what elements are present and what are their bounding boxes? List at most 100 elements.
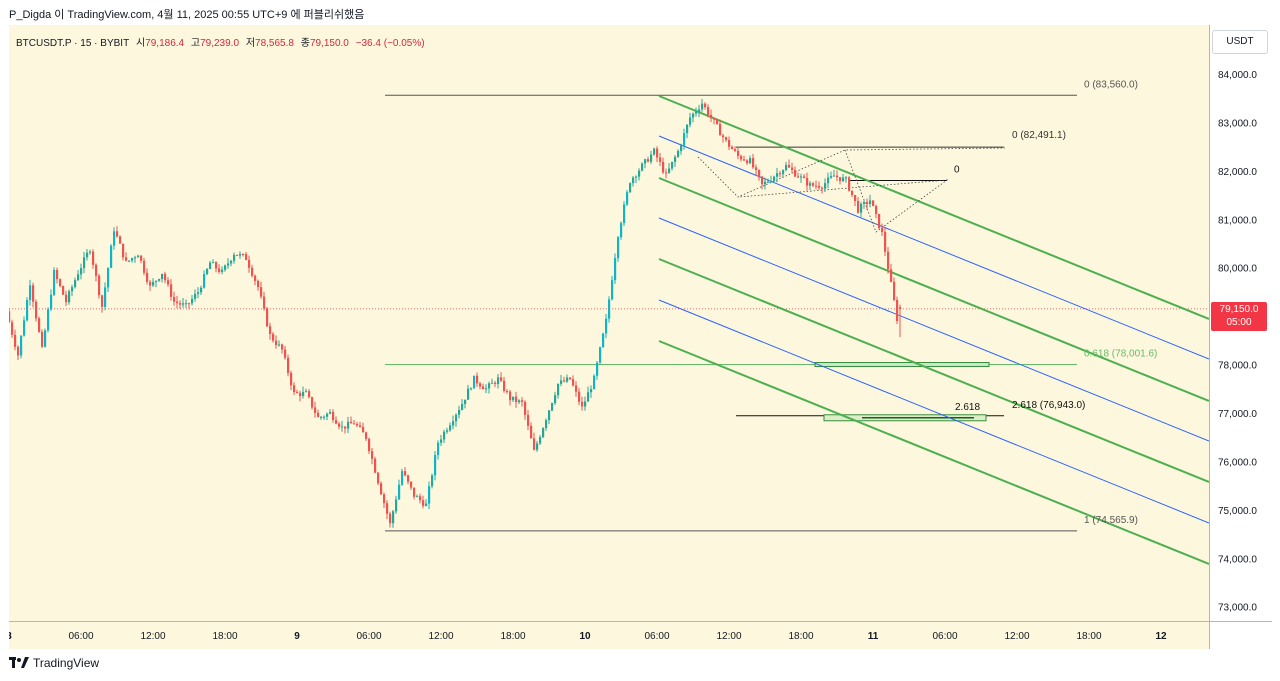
candle-body bbox=[377, 472, 380, 484]
candle-body bbox=[404, 471, 407, 476]
candle-body bbox=[176, 301, 179, 304]
currency-button[interactable]: USDT bbox=[1212, 30, 1268, 54]
candle-body bbox=[23, 320, 26, 336]
channel-line-green[interactable] bbox=[658, 340, 1209, 565]
candle-body bbox=[587, 392, 590, 402]
candle-body bbox=[89, 251, 92, 253]
candle-body bbox=[857, 201, 860, 213]
price-tick: 81,000.0 bbox=[1218, 215, 1257, 226]
price-tick: 77,000.0 bbox=[1218, 409, 1257, 420]
candle-body bbox=[809, 183, 812, 186]
publish-caption: P_Digda 이 TradingView.com, 4월 11, 2025 0… bbox=[9, 9, 365, 21]
candle-body bbox=[890, 269, 893, 282]
candle-body bbox=[206, 268, 209, 275]
time-tick: 18:00 bbox=[500, 631, 525, 642]
candle-body bbox=[158, 279, 161, 281]
candle-body bbox=[872, 200, 875, 207]
candle-body bbox=[542, 428, 545, 438]
candle-body bbox=[374, 458, 377, 473]
candle-body bbox=[131, 258, 134, 261]
candle-body bbox=[812, 183, 815, 186]
candle-body bbox=[323, 416, 326, 418]
open-label: 시 bbox=[135, 38, 146, 49]
candle-body bbox=[464, 399, 467, 405]
fib-label-0c: 0 bbox=[954, 165, 960, 176]
channel-line-green[interactable] bbox=[658, 177, 1209, 402]
candle-body bbox=[881, 228, 884, 232]
candle-body bbox=[719, 124, 722, 136]
candle-body bbox=[425, 503, 428, 506]
channel-line-green[interactable] bbox=[658, 95, 1209, 320]
candle-body bbox=[770, 180, 773, 182]
fib-label-2618: 2.618 (76,943.0) bbox=[1012, 400, 1085, 411]
candle-body bbox=[20, 335, 23, 356]
low-label: 저 bbox=[245, 38, 256, 49]
candle-body bbox=[32, 285, 35, 302]
candle-body bbox=[638, 170, 641, 177]
pattern-dotted-line[interactable] bbox=[697, 147, 1006, 198]
candle-body bbox=[761, 176, 764, 185]
candle-body bbox=[245, 254, 248, 260]
candle-body bbox=[578, 391, 581, 402]
candle-body bbox=[818, 185, 821, 188]
candle-body bbox=[575, 385, 578, 392]
channel-line-blue[interactable] bbox=[658, 135, 1209, 360]
close-label: 종 bbox=[300, 38, 310, 49]
candle-body bbox=[35, 301, 38, 319]
channel-line-blue[interactable] bbox=[658, 217, 1209, 442]
candle-body bbox=[161, 273, 164, 280]
candle-body bbox=[767, 181, 770, 183]
candle-body bbox=[608, 299, 611, 319]
chart-canvas[interactable]: 0 (83,560.0) 0 (82,491.1) 0 0.618 (78,001.6… bbox=[9, 25, 1209, 621]
candle-body bbox=[602, 333, 605, 348]
candle-body bbox=[155, 280, 158, 282]
candle-body bbox=[845, 177, 848, 179]
candle-body bbox=[95, 264, 98, 276]
candle-body bbox=[137, 255, 140, 258]
candle-body bbox=[839, 177, 842, 182]
candle-body bbox=[878, 213, 881, 229]
candle-body bbox=[17, 346, 20, 356]
candle-body bbox=[494, 382, 497, 385]
candle-body bbox=[338, 423, 341, 427]
candle-body bbox=[650, 154, 653, 162]
candle-body bbox=[596, 362, 599, 376]
time-tick: 06:00 bbox=[644, 631, 669, 642]
candle-body bbox=[698, 109, 701, 112]
channel-line-green[interactable] bbox=[658, 258, 1209, 483]
candle-body bbox=[296, 391, 299, 393]
candle-body bbox=[47, 309, 50, 331]
fib-label-0618: 0.618 (78,001.6) bbox=[1084, 349, 1157, 360]
candle-body bbox=[548, 410, 551, 421]
candle-body bbox=[827, 177, 830, 184]
candle-body bbox=[122, 243, 125, 258]
candle-body bbox=[86, 252, 89, 258]
candle-body bbox=[152, 281, 155, 286]
candle-body bbox=[230, 260, 233, 264]
candle-body bbox=[521, 400, 524, 402]
target-box[interactable] bbox=[814, 362, 990, 368]
candle-body bbox=[110, 245, 113, 268]
candle-body bbox=[419, 496, 422, 501]
pattern-dotted-line[interactable] bbox=[738, 149, 949, 233]
candle-body bbox=[476, 375, 479, 384]
candle-body bbox=[500, 377, 503, 381]
candle-body bbox=[335, 420, 338, 424]
candle-body bbox=[428, 486, 431, 504]
time-scale-canvas[interactable]: 3 06:00 12:00 18:00 9 06:00 12:00 18:00 10 06:00 1… bbox=[6, 622, 1209, 649]
candle-body bbox=[41, 331, 44, 347]
candle-body bbox=[692, 113, 695, 118]
candle-body bbox=[44, 330, 47, 347]
candle-body bbox=[311, 397, 314, 408]
candle-body bbox=[488, 383, 491, 389]
candle-body bbox=[38, 318, 41, 332]
candle-body bbox=[887, 251, 890, 270]
fib-label-0b: 0 (82,491.1) bbox=[1012, 130, 1066, 141]
symbol-label[interactable]: BTCUSDT.P · 15 · BYBIT bbox=[16, 38, 130, 49]
candle-body bbox=[728, 140, 731, 147]
chart-pane[interactable]: 0 (83,560.0) 0 (82,491.1) 0 0.618 (78,001.6… bbox=[9, 25, 1209, 621]
time-scale[interactable]: 3 06:00 12:00 18:00 9 06:00 12:00 18:00 10 06:00 1… bbox=[6, 621, 1209, 649]
candle-body bbox=[290, 372, 293, 386]
candle-body bbox=[665, 172, 668, 174]
channel-line-blue[interactable] bbox=[658, 299, 1209, 524]
